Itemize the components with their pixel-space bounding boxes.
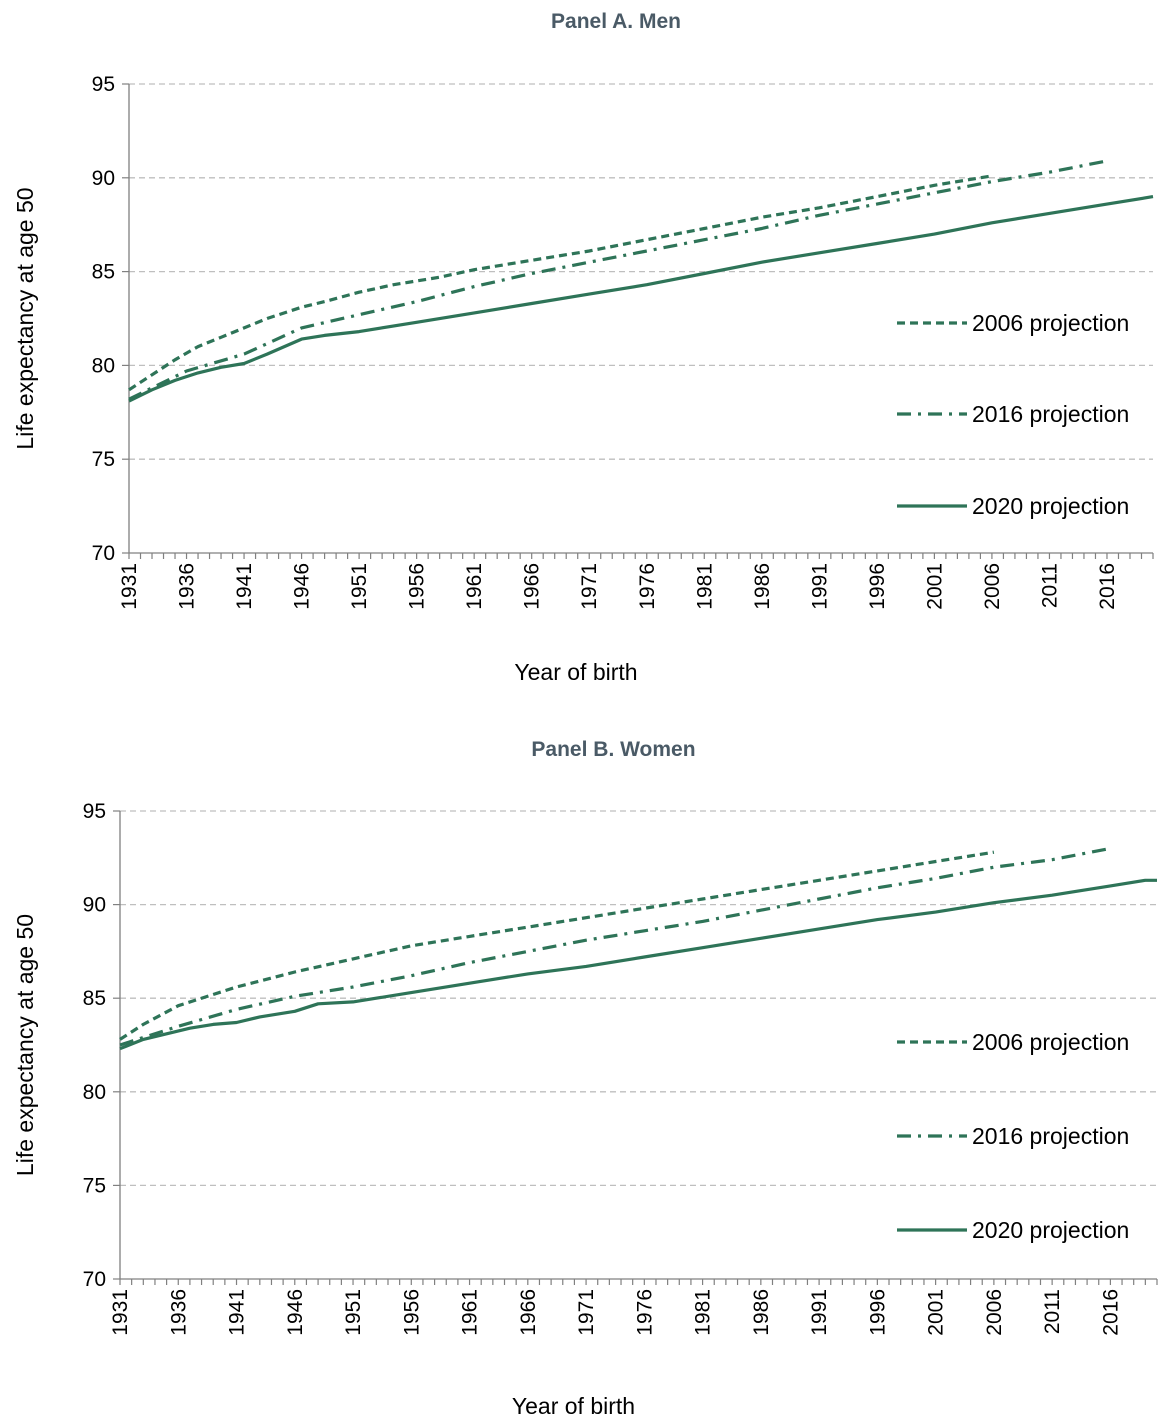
panel-title: Panel A. Men — [551, 10, 681, 33]
x-tick-label: 1941 — [233, 563, 256, 610]
y-tick-label: 70 — [83, 1268, 106, 1291]
x-tick-label: 1956 — [400, 1289, 423, 1336]
series-line-dash-dot — [128, 159, 1108, 401]
legend-label: 2006 projection — [972, 310, 1129, 336]
chart-panel-men: Panel A. Men 70 75 80 85 90 95 1931 1936 1941 1946… — [12, 10, 1154, 685]
x-tick-label: 2001 — [925, 1289, 948, 1336]
x-tick-label: 1946 — [291, 563, 314, 610]
y-tick-label: 70 — [92, 542, 115, 565]
x-tick-label: 1966 — [517, 1289, 540, 1336]
x-tick-label: 1986 — [750, 1289, 773, 1336]
y-tick-label: 95 — [92, 73, 115, 96]
x-tick-label: 1951 — [348, 563, 371, 610]
x-tick-label: 1991 — [808, 563, 831, 610]
x-tick-label: 1961 — [459, 1289, 482, 1336]
y-tick-label: 85 — [92, 261, 115, 284]
x-tick-label: 1981 — [692, 1289, 715, 1336]
panel-title: Panel B. Women — [531, 738, 695, 761]
legend-label: 2006 projection — [972, 1029, 1129, 1055]
x-tick-label: 1941 — [226, 1289, 249, 1336]
y-tick-label: 80 — [83, 1081, 106, 1104]
x-tick-label: 1961 — [463, 563, 486, 610]
x-tick-label: 1976 — [633, 1289, 656, 1336]
y-tick-label: 90 — [92, 167, 115, 190]
x-tick-label: 1996 — [866, 563, 889, 610]
x-tick-label: 2016 — [1096, 563, 1119, 610]
x-tick-label: 2006 — [981, 563, 1004, 610]
series-line-solid — [128, 195, 1154, 403]
x-tick-label: 1971 — [575, 1289, 598, 1336]
x-tick-label: 1976 — [636, 563, 659, 610]
series-line-dash-dot — [119, 846, 1111, 1047]
x-tick-label: 1996 — [866, 1289, 889, 1336]
x-tick-label: 1931 — [109, 1289, 132, 1336]
x-tick-label: 1936 — [176, 563, 199, 610]
x-tick-label: 1971 — [578, 563, 601, 610]
x-tick-label: 1956 — [406, 563, 429, 610]
y-tick-label: 80 — [92, 354, 115, 377]
y-axis-title: Life expectancy at age 50 — [12, 914, 38, 1176]
x-tick-label: 1966 — [521, 563, 544, 610]
x-tick-label: 1986 — [751, 563, 774, 610]
x-axis-title: Year of birth — [512, 1393, 635, 1419]
x-tick-label: 2011 — [1041, 1289, 1064, 1334]
y-tick-label: 95 — [83, 800, 106, 823]
y-tick-label: 75 — [83, 1174, 106, 1197]
x-tick-label: 1936 — [167, 1289, 190, 1336]
y-tick-label: 75 — [92, 448, 115, 471]
legend-label: 2020 projection — [972, 493, 1129, 519]
y-tick-label: 85 — [83, 987, 106, 1010]
series-line-solid — [119, 878, 1157, 1051]
legend-label: 2020 projection — [972, 1217, 1129, 1243]
y-axis-title: Life expectancy at age 50 — [12, 187, 38, 449]
x-tick-label: 1951 — [342, 1289, 365, 1336]
series-line-dashed — [119, 850, 995, 1041]
x-tick-label: 2001 — [923, 563, 946, 610]
chart-panel-women: Panel B. Women 70 75 80 85 90 95 1931 1936 1941 19… — [12, 738, 1158, 1419]
x-tick-label: 2011 — [1038, 563, 1061, 608]
series-line-dashed — [128, 174, 993, 392]
x-tick-label: 2006 — [983, 1289, 1006, 1336]
x-tick-label: 2016 — [1099, 1289, 1122, 1336]
x-tick-label: 1946 — [284, 1289, 307, 1336]
y-tick-label: 90 — [83, 894, 106, 917]
legend-label: 2016 projection — [972, 1123, 1129, 1149]
x-tick-label: 1991 — [808, 1289, 831, 1336]
legend-label: 2016 projection — [972, 401, 1129, 427]
x-tick-label: 1931 — [118, 563, 141, 610]
x-axis-title: Year of birth — [514, 659, 637, 685]
x-tick-label: 1981 — [693, 563, 716, 610]
